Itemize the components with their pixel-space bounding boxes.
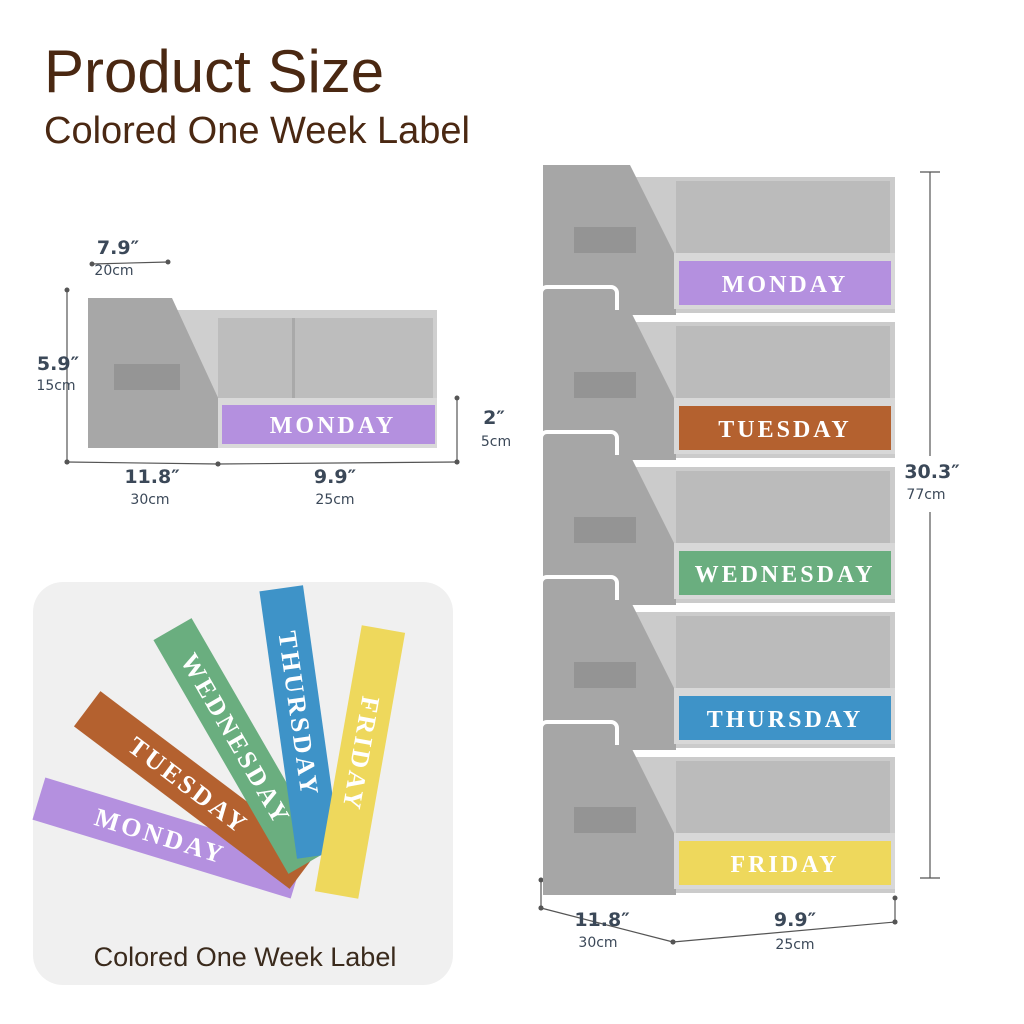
stacked-bin: FRIDAY (543, 745, 895, 895)
dimension-dot (215, 461, 221, 467)
dimension-dot (892, 895, 898, 901)
stacked-bin: WEDNESDAY (539, 455, 895, 629)
bin-label: FRIDAY (730, 852, 839, 878)
bin-handle (574, 517, 636, 543)
dimension-dot (454, 395, 460, 401)
dimension-dot (64, 287, 70, 293)
label-bg (679, 551, 891, 595)
label-bg (679, 261, 891, 305)
label-bg (679, 696, 891, 740)
dimension-dot (670, 939, 676, 945)
bin-handle (114, 364, 180, 390)
bin-handle (574, 372, 636, 398)
label-bg (222, 405, 435, 444)
dimension-dot (538, 877, 544, 883)
bin-inner (218, 318, 433, 402)
dimension-dot (538, 905, 544, 911)
bin-handle (574, 227, 636, 253)
dimension-cm: 25cm (315, 492, 354, 508)
strip-bg (73, 691, 317, 889)
bin-inner (676, 616, 890, 696)
dimension-line (672, 921, 896, 943)
dimension-inches: 2″ (483, 407, 505, 429)
dimension-line (217, 461, 458, 465)
dimension-dot (892, 919, 898, 925)
dimension-line (91, 261, 169, 265)
bin-handle (574, 662, 636, 688)
label-bg (679, 841, 891, 885)
bin-divider (292, 318, 295, 402)
dimension-cm: 25cm (775, 937, 814, 953)
dimension-cm: 20cm (94, 263, 133, 279)
single-bin: MONDAY (88, 298, 437, 448)
bin-label: TUESDAY (718, 417, 852, 443)
bin-label: THURSDAY (707, 707, 863, 733)
strip-bg (32, 777, 304, 899)
label-bg (679, 406, 891, 450)
dimension-dot (89, 261, 95, 267)
bin-inner (676, 471, 890, 551)
dimension-inches: 9.9″ (774, 909, 817, 931)
dimension-inches: 9.9″ (314, 466, 357, 488)
stacked-bin: TUESDAY (539, 310, 895, 484)
bin-label: WEDNESDAY (695, 562, 876, 588)
bin-inner (676, 181, 890, 261)
dimension-line (66, 461, 219, 465)
dimension-cm: 5cm (481, 434, 511, 450)
bin-stack: MONDAY TUESDAY WEDNESDAY THURSDAY FRIDAY (539, 165, 895, 895)
dimension-inches: 7.9″ (97, 237, 140, 259)
dimension-inches: 11.8″ (124, 466, 180, 488)
strip-bg (259, 585, 341, 859)
dimension-cm: 30cm (578, 935, 617, 951)
dimension-dot (165, 259, 171, 265)
dimension-dot (64, 459, 70, 465)
bin-label: MONDAY (722, 272, 848, 298)
strip-bg (314, 625, 406, 899)
bin-handle (574, 807, 636, 833)
title: Product Size (44, 38, 384, 105)
dimension-dot (454, 459, 460, 465)
dimension-inches: 5.9″ (37, 353, 80, 375)
dimension-cm: 77cm (906, 487, 945, 503)
subtitle: Colored One Week Label (44, 110, 470, 152)
dimension-line (540, 907, 674, 943)
dimension-inches: 11.8″ (574, 909, 630, 931)
stacked-bin: THURSDAY (539, 600, 895, 774)
strips-caption: Colored One Week Label (94, 942, 397, 972)
strip-bg (153, 618, 327, 874)
dimension-inches: 30.3″ (904, 461, 960, 483)
bin-label: MONDAY (270, 413, 396, 439)
dimension-cm: 30cm (130, 492, 169, 508)
dimension-lines (64, 171, 940, 945)
dimension-cm: 15cm (36, 378, 75, 394)
bin-inner (676, 761, 890, 841)
bin-inner (676, 326, 890, 406)
stacked-bin: MONDAY (539, 165, 895, 339)
